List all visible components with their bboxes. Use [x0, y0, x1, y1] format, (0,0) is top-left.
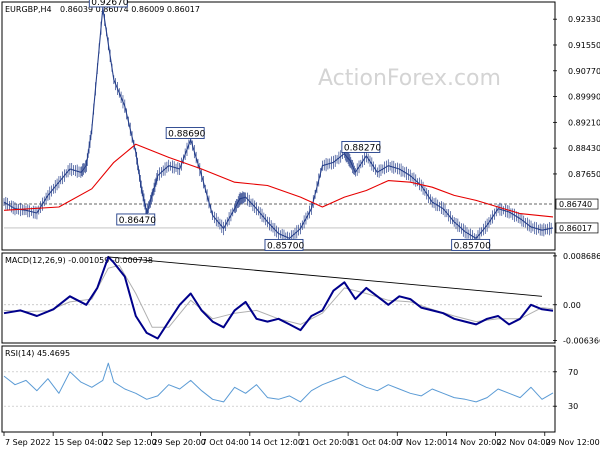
time-tick-label: 7 Oct 04:00 — [202, 438, 249, 447]
svg-text:0.86017: 0.86017 — [559, 224, 592, 233]
rsi-plot-area — [3, 362, 554, 407]
price-annotation[interactable]: 0.86470 — [116, 213, 156, 226]
current-price-label: 0.86017 — [555, 222, 599, 234]
price-tick-label: 0.87650 — [568, 170, 600, 179]
macd-panel-frame — [1, 252, 556, 344]
macd-tick-label: 0.00 — [563, 301, 581, 310]
annotation-label: 0.92670 — [91, 0, 128, 8]
price-axis: 0.92330 0.91550 0.90770 0.89990 0.89210 0.884… — [553, 15, 600, 411]
rsi-title: RSI(14) 45.4695 — [5, 349, 70, 358]
symbol-label: EURGBP,H4 — [5, 5, 52, 14]
time-tick-label: 29 Sep 20:00 — [152, 438, 205, 447]
annotation-label: 0.85700 — [267, 241, 304, 251]
rsi-panel-frame — [1, 345, 556, 433]
time-tick-label: 21 Oct 20:00 — [300, 438, 352, 447]
annotation-box — [165, 127, 205, 140]
annotation-box — [341, 140, 381, 153]
moving-average-line — [3, 143, 554, 218]
annotation-label: 0.88270 — [344, 143, 381, 153]
price-annotation[interactable]: 0.85700 — [264, 238, 304, 251]
annotation-box — [116, 213, 156, 226]
annotation-box — [451, 238, 491, 251]
time-tick-label: 15 Sep 04:00 — [54, 438, 107, 447]
rsi-line — [3, 362, 554, 403]
annotation-box — [88, 0, 128, 8]
price-plot-area: 0.92670 0.88690 0.86470 0.85700 0.88270 0.857… — [3, 0, 554, 251]
time-tick-label: 29 Nov 12:00 — [546, 438, 600, 447]
rsi-panel[interactable]: RSI(14) 45.4695 — [1, 345, 556, 433]
annotation-label: 0.85700 — [454, 241, 491, 251]
level-price-label: 0.86740 — [555, 198, 599, 210]
annotation-box — [264, 238, 304, 251]
macd-panel[interactable]: MACD(12,26,9) -0.001059 -0.000738 — [1, 252, 556, 344]
price-annotation[interactable]: 0.85700 — [451, 238, 491, 251]
macd-tick-label: -0.006366 — [563, 337, 600, 346]
annotation-label: 0.86470 — [119, 216, 156, 226]
price-annotation[interactable]: 0.88690 — [165, 127, 206, 140]
price-annotation[interactable]: 0.92670 — [88, 0, 129, 8]
annotation-label: 0.88690 — [168, 130, 205, 140]
macd-plot-area — [3, 255, 554, 340]
macd-trendline — [108, 256, 543, 297]
price-tick-label: 0.92330 — [568, 15, 600, 24]
macd-tick-label: 0.008686 — [563, 252, 600, 261]
watermark: ActionForex.com — [318, 66, 501, 91]
rsi-tick-label: 30 — [568, 402, 578, 411]
macd-line — [3, 255, 554, 340]
time-tick-label: 7 Nov 12:00 — [398, 438, 447, 447]
svg-text:0.86740: 0.86740 — [559, 200, 592, 209]
time-tick-label: 22 Nov 04:00 — [497, 438, 551, 447]
macd-title: MACD(12,26,9) -0.001059 -0.000738 — [5, 256, 153, 265]
rsi-tick-label: 70 — [568, 368, 578, 377]
price-annotation[interactable]: 0.88270 — [341, 140, 381, 153]
price-tick-label: 0.88430 — [568, 144, 600, 153]
price-tick-label: 0.91550 — [568, 41, 600, 50]
price-tick-label: 0.89210 — [568, 118, 600, 127]
time-tick-label: 31 Oct 04:00 — [349, 438, 401, 447]
time-tick-label: 14 Nov 20:00 — [447, 438, 501, 447]
macd-signal-line — [3, 264, 554, 328]
price-tick-label: 0.90770 — [568, 67, 600, 76]
time-tick-label: 14 Oct 12:00 — [251, 438, 303, 447]
time-tick-label: 22 Sep 12:00 — [103, 438, 156, 447]
price-panel[interactable]: ActionForex.com EURGBP,H4 0.86039 0.8607… — [1, 0, 556, 251]
time-tick-label: 7 Sep 2022 — [5, 438, 51, 447]
ohlc-readout: 0.86039 0.86074 0.86009 0.86017 — [60, 5, 200, 14]
price-tick-label: 0.89990 — [568, 93, 600, 102]
